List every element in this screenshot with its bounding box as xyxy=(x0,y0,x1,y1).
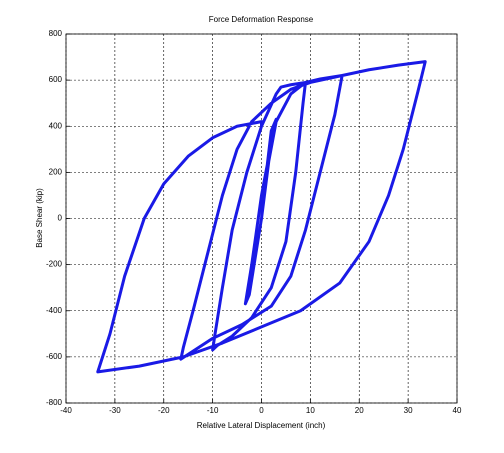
x-axis-label: Relative Lateral Displacement (inch) xyxy=(197,421,326,430)
y-tick-label: -800 xyxy=(46,398,63,407)
y-tick-label: -400 xyxy=(46,306,63,315)
y-tick-label: 200 xyxy=(49,167,63,176)
y-tick-label: -200 xyxy=(46,260,63,269)
x-tick-label: -40 xyxy=(60,406,72,415)
x-tick-label: 30 xyxy=(404,406,413,415)
x-tick-label: -10 xyxy=(207,406,219,415)
x-tick-label: 10 xyxy=(306,406,315,415)
y-tick-label: 600 xyxy=(49,75,63,84)
y-axis-label: Base Shear (kip) xyxy=(35,188,44,248)
x-tick-label: -20 xyxy=(158,406,170,415)
y-tick-label: 800 xyxy=(49,29,63,38)
x-tick-label: 40 xyxy=(453,406,462,415)
data-line xyxy=(96,60,427,374)
y-tick-label: 0 xyxy=(58,214,63,223)
y-tick-label: 400 xyxy=(49,121,63,130)
x-tick-label: 20 xyxy=(355,406,364,415)
x-tick-label: 0 xyxy=(259,406,264,415)
chart-title: Force Deformation Response xyxy=(209,15,314,24)
x-tick-label: -30 xyxy=(109,406,121,415)
y-tick-label: -600 xyxy=(46,352,63,361)
